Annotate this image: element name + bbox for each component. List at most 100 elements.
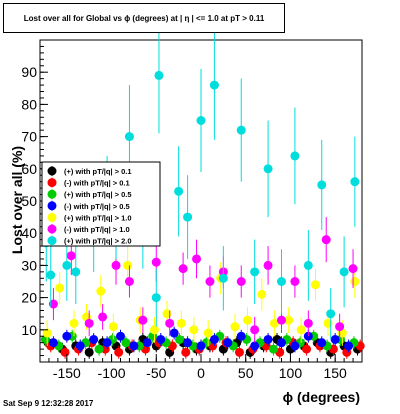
chart-title: Lost over all for Global vs ϕ (degrees) … [3, 3, 285, 33]
data-point [290, 277, 300, 286]
data-point [48, 338, 58, 348]
data-point [250, 325, 260, 335]
data-point [263, 334, 273, 344]
data-point [189, 325, 199, 335]
data-point [234, 347, 244, 357]
legend-label: (+) with pT/|q| > 2.0 [64, 237, 132, 246]
data-point [108, 322, 118, 332]
x-tick-label: 50 [238, 365, 254, 381]
data-point [123, 260, 133, 270]
data-point [236, 331, 246, 341]
series-4 [42, 246, 360, 346]
data-point [236, 277, 246, 286]
data-point [192, 254, 202, 264]
legend-label: (-) with pT/|q| > 0.5 [64, 202, 130, 211]
x-tick-label: 150 [323, 365, 347, 381]
legend-marker [47, 212, 57, 222]
data-point [62, 260, 72, 270]
y-tick-label: 80 [21, 96, 37, 112]
data-point [94, 344, 104, 354]
data-point [205, 277, 215, 286]
legend-marker [47, 178, 57, 188]
data-point [230, 322, 240, 332]
data-point [114, 347, 124, 357]
data-point [183, 338, 193, 348]
y-tick-label: 70 [21, 129, 37, 145]
data-point [84, 347, 94, 357]
data-point [223, 338, 233, 348]
data-point [55, 283, 65, 293]
data-point [89, 334, 99, 344]
data-point [98, 312, 108, 322]
data-point [66, 251, 76, 261]
data-point [165, 318, 175, 328]
legend-marker [47, 236, 57, 246]
data-point [84, 318, 94, 328]
data-point [174, 186, 184, 196]
data-point [96, 286, 106, 296]
data-point [303, 318, 313, 328]
x-tick-label: 0 [197, 365, 205, 381]
legend-label: (-) with pT/|q| > 0.1 [64, 179, 130, 188]
data-point [176, 318, 186, 328]
data-point [151, 257, 161, 267]
y-tick-label: 40 [21, 225, 37, 241]
data-point [142, 338, 152, 348]
data-point [129, 341, 139, 351]
data-point [154, 70, 164, 80]
data-point [339, 267, 349, 277]
x-tick-label: -150 [53, 365, 81, 381]
data-point [75, 341, 85, 351]
data-point [124, 277, 134, 286]
data-point [326, 309, 336, 319]
data-point [277, 277, 286, 286]
data-point [69, 318, 79, 328]
data-point [178, 264, 188, 274]
data-point [310, 280, 320, 290]
data-point [269, 318, 279, 328]
y-tick-label: 90 [21, 64, 37, 80]
data-point [209, 334, 219, 344]
data-point [277, 315, 286, 325]
data-point [344, 341, 354, 351]
data-point [203, 328, 213, 338]
data-point [218, 273, 228, 283]
data-point [277, 338, 286, 348]
data-point [290, 341, 300, 351]
y-tick-label: 50 [21, 193, 37, 209]
data-point [121, 338, 131, 348]
axes-layer: -150 -100 -50 0 50 100 150 10 20 30 40 50 60 70 80 90 [21, 45, 354, 381]
legend-label: (+) with pT/|q| > 0.1 [64, 167, 132, 176]
y-tick-label: 60 [21, 161, 37, 177]
data-point [209, 80, 219, 90]
data-point [335, 322, 345, 332]
x-tick-label: 100 [279, 365, 303, 381]
timestamp: Sat Sep 9 12:32:28 2017 [3, 399, 94, 408]
data-point [303, 260, 313, 270]
data-point [138, 315, 148, 325]
legend-marker [47, 189, 57, 199]
series-layer [40, 17, 365, 359]
data-point [116, 331, 125, 341]
legend-label: (+) with pT/|q| > 0.5 [64, 190, 132, 199]
legend-marker [47, 224, 57, 234]
y-tick-label: 20 [21, 290, 37, 306]
data-point [350, 277, 360, 286]
data-point [151, 293, 161, 303]
y-tick-label: 30 [21, 257, 37, 273]
data-point [156, 334, 166, 344]
data-point [250, 341, 260, 351]
data-point [196, 116, 206, 125]
data-point [196, 341, 206, 351]
data-point [102, 338, 112, 348]
data-point [71, 267, 81, 277]
data-point [257, 289, 267, 299]
data-point [62, 331, 72, 341]
legend-box [41, 161, 161, 247]
x-tick-label: -100 [98, 365, 126, 381]
data-point [348, 264, 358, 274]
data-point [149, 325, 159, 335]
data-point [296, 325, 306, 335]
legend-marker [47, 166, 57, 176]
